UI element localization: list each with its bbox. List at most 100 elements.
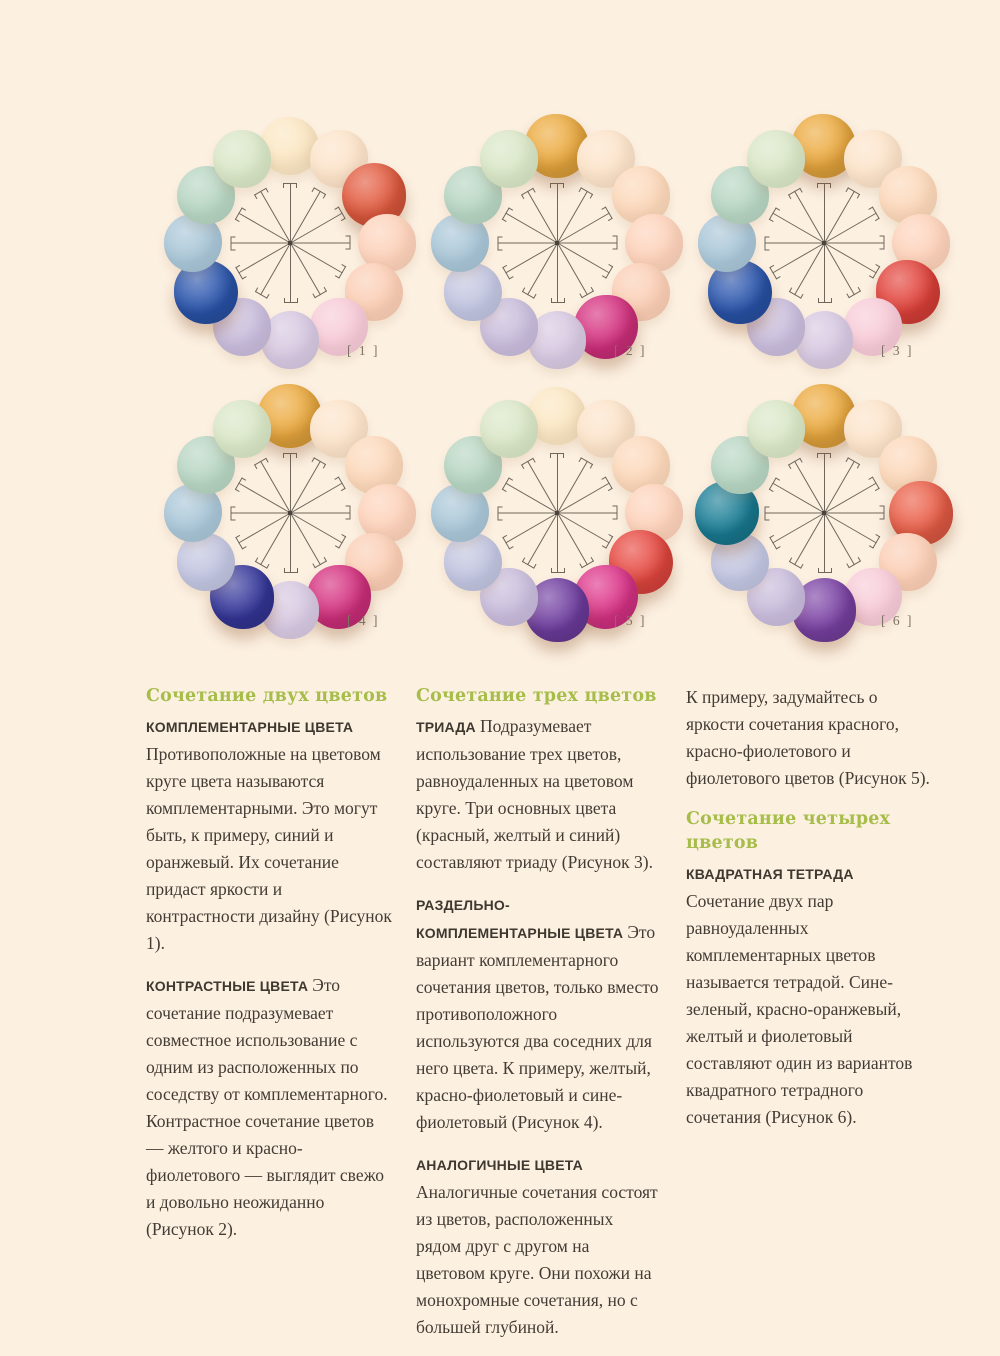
wheel-spoke <box>557 453 558 513</box>
book-page: [ 1 ] [ 2 ] [ 3 ] [ 4 ] [ 5 ] [ 6 ] Соче… <box>0 0 1000 1312</box>
wheel-spoke <box>557 460 588 514</box>
section-heading: Сочетание четырех цветов <box>686 809 891 853</box>
yarn-ball <box>443 532 502 591</box>
color-wheel-figure-2: [ 2 ] <box>417 103 697 383</box>
wheel-spoke <box>772 242 825 274</box>
yarn-ball <box>612 165 670 224</box>
yarn-ball <box>795 311 853 369</box>
wheel-spoke <box>772 512 825 544</box>
color-wheel-figure-6: [ 6 ] <box>684 373 964 653</box>
body-paragraph: КОМПЛЕМЕНТАРНЫЕ ЦВЕТА Противоположные на… <box>146 719 392 953</box>
yarn-ball <box>261 311 319 369</box>
yarn-ball <box>576 399 635 458</box>
yarn-ball <box>746 399 805 458</box>
color-wheel-figure-5: [ 5 ] <box>417 373 697 653</box>
body-paragraph: К примеру, задумайтесь о яркости сочетан… <box>686 687 930 788</box>
paragraph-lead-term: КОНТРАСТНЫЕ ЦВЕТА <box>146 978 313 994</box>
figure-number-label: [ 1 ] <box>347 343 380 358</box>
paragraph-lead-term: РАЗДЕЛЬНО-КОМПЛЕМЕНТАРНЫЕ ЦВЕТА <box>416 897 628 941</box>
wheel-spoke <box>557 242 618 244</box>
wheel-spoke <box>824 460 855 514</box>
yarn-ball <box>843 298 902 356</box>
column-four-color-combos: К примеру, задумайтесь о яркости сочетан… <box>686 684 932 1356</box>
wheel-hub-dot <box>822 511 826 515</box>
body-paragraph: ТРИАДА Подразумевает использование трех … <box>416 716 653 872</box>
figure-number-label: [ 4 ] <box>347 613 380 628</box>
yarn-ball <box>443 262 502 321</box>
wheel-hub-dot <box>555 241 559 245</box>
wheel-spoke <box>764 242 825 244</box>
wheel-spoke <box>824 190 855 244</box>
figure-number-label: [ 3 ] <box>881 343 914 358</box>
wheel-spoke <box>290 183 291 243</box>
paragraph-lead-term: КОМПЛЕМЕНТАРНЫЕ ЦВЕТА <box>146 719 354 735</box>
wheel-spoke <box>505 512 558 544</box>
wheel-spoke <box>824 183 825 243</box>
yarn-ball <box>612 435 670 494</box>
yarn-ball <box>479 129 538 188</box>
wheel-hub-dot <box>822 241 826 245</box>
section-heading: Сочетание двух цветов <box>146 686 388 706</box>
body-paragraph: КВАДРАТНАЯ ТЕТРАДА Сочетание двух пар ра… <box>686 866 913 1127</box>
yarn-ball <box>345 435 403 494</box>
paragraph-lead-term: ТРИАДА <box>416 719 480 735</box>
wheel-spoke <box>557 512 618 514</box>
yarn-ball <box>710 435 769 494</box>
wheel-spoke <box>290 242 351 244</box>
wheel-hub-dot <box>555 511 559 515</box>
wheel-spoke <box>764 512 825 514</box>
yarn-ball <box>431 214 489 272</box>
wheel-spoke <box>290 460 321 514</box>
section-heading: Сочетание трех цветов <box>416 686 657 706</box>
figure-number-label: [ 2 ] <box>614 343 647 358</box>
yarn-ball-highlighted <box>525 578 589 642</box>
column-two-color-combos: Сочетание двух цветов КОМПЛЕМЕНТАРНЫЕ ЦВЕ… <box>146 684 392 1356</box>
wheel-spoke <box>497 242 558 244</box>
yarn-ball <box>164 214 222 272</box>
yarn-ball <box>528 311 586 369</box>
wheel-spoke <box>290 190 321 244</box>
body-paragraph: РАЗДЕЛЬНО-КОМПЛЕМЕНТАРНЫЕ ЦВЕТА Это вари… <box>416 897 659 1132</box>
yarn-ball-highlighted <box>306 565 371 629</box>
yarn-ball <box>176 532 235 591</box>
wheel-spoke <box>283 243 298 303</box>
wheel-spoke <box>824 512 885 514</box>
yarn-ball <box>164 484 222 542</box>
yarn-ball <box>698 214 756 272</box>
wheel-spoke <box>238 242 291 274</box>
yarn-ball <box>358 484 416 542</box>
wheel-spoke <box>238 512 291 544</box>
yarn-ball <box>261 117 319 175</box>
yarn-ball <box>309 298 368 356</box>
yarn-ball <box>212 399 271 458</box>
wheel-spoke <box>817 513 832 573</box>
yarn-ball <box>843 399 902 458</box>
wheel-spoke <box>824 242 885 244</box>
yarn-ball-highlighted <box>173 259 238 324</box>
wheel-spoke <box>550 513 565 573</box>
yarn-ball <box>212 129 271 188</box>
wheel-spoke <box>230 512 291 514</box>
wheel-spoke <box>283 513 298 573</box>
wheel-spoke <box>824 453 825 513</box>
wheel-spoke <box>290 453 291 513</box>
body-paragraph: КОНТРАСТНЫЕ ЦВЕТА Это сочетание подразум… <box>146 975 388 1239</box>
color-wheel-figure-1: [ 1 ] <box>150 103 430 383</box>
yarn-ball <box>879 165 937 224</box>
yarn-ball <box>358 214 416 272</box>
wheel-hub-dot <box>288 241 292 245</box>
wheel-spoke <box>290 512 351 514</box>
figure-number-label: [ 5 ] <box>614 613 647 628</box>
color-wheel-figure-4: [ 4 ] <box>150 373 430 653</box>
wheel-hub-dot <box>288 511 292 515</box>
article-columns: Сочетание двух цветов КОМПЛЕМЕНТАРНЫЕ ЦВЕ… <box>146 684 932 1356</box>
wheel-spoke <box>557 190 588 244</box>
yarn-ball <box>479 399 538 458</box>
yarn-ball <box>746 129 805 188</box>
yarn-ball <box>612 262 670 321</box>
wheel-spoke <box>557 183 558 243</box>
yarn-ball <box>431 484 489 542</box>
wheel-spoke <box>505 242 558 274</box>
yarn-ball <box>345 532 403 591</box>
paragraph-lead-term: КВАДРАТНАЯ ТЕТРАДА <box>686 866 854 882</box>
